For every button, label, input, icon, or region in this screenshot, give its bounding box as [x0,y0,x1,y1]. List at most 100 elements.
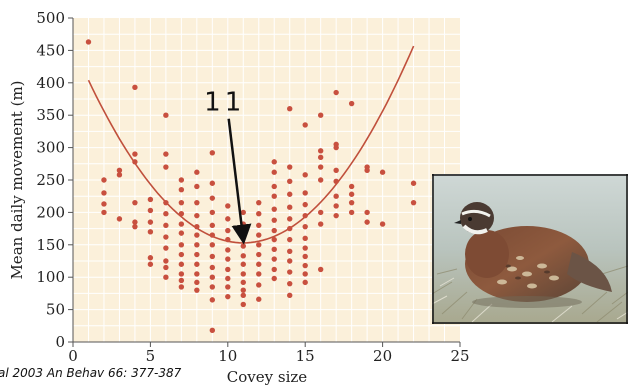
data-point [101,209,107,216]
data-point [348,183,355,190]
data-point [194,251,200,258]
data-point [302,253,308,260]
data-point [116,172,123,178]
data-point [271,206,277,212]
data-point [302,172,308,178]
data-point [147,196,154,203]
data-point [348,209,355,216]
x-tick-label: 10 [218,347,237,365]
data-point [333,203,339,209]
citation-text: al 2003 An Behav 66: 377-387 [0,366,182,380]
data-point [333,212,339,219]
data-point [163,245,169,251]
annotation-label: 11 [204,88,245,118]
data-point [194,169,200,175]
y-tick-label: 250 [36,171,65,189]
data-point [101,190,107,196]
data-point [410,199,417,206]
data-point [317,148,324,154]
data-point [240,271,246,277]
data-point [256,251,262,258]
data-point [317,177,324,183]
data-point [302,122,308,128]
data-point [132,219,138,225]
data-point [240,292,246,299]
data-point [163,199,169,206]
y-tick-label: 100 [36,268,65,286]
x-tick-label: 0 [68,347,78,365]
data-point [271,236,277,243]
data-point [163,151,169,157]
y-tick-label: 50 [46,301,65,319]
data-point [178,187,185,193]
data-point [302,235,308,242]
data-point [302,212,308,219]
data-point [256,282,262,288]
y-tick-label: 200 [36,203,65,221]
data-point [209,222,216,229]
data-point [225,216,231,222]
data-point [271,193,277,199]
data-point [302,201,308,208]
data-point [163,258,169,264]
data-point [225,247,231,253]
data-point [194,271,200,277]
y-tick-label: 300 [36,139,65,157]
data-point [240,243,246,249]
data-point [178,230,185,236]
data-point [178,210,185,217]
data-point [410,180,417,186]
data-point [271,169,277,175]
data-point [256,210,262,217]
data-point [163,222,169,229]
data-point [333,89,339,96]
data-point [163,210,169,217]
data-point [132,151,138,157]
data-point [348,191,355,197]
data-point [209,242,216,248]
data-point [132,223,138,230]
data-point [209,297,216,303]
x-tick-label: 25 [450,347,469,365]
data-point [209,150,216,156]
data-point [147,261,154,267]
data-point [178,221,185,227]
data-point [302,262,308,269]
data-point [194,212,200,219]
data-point [348,100,355,107]
data-point [317,164,324,170]
quail-photo [431,174,629,324]
data-point [194,199,200,206]
data-point [240,301,246,308]
data-point [287,191,293,197]
data-point [287,216,293,222]
data-point [147,219,154,225]
data-point [317,266,324,273]
data-point [317,221,324,227]
data-point [132,159,138,165]
data-point [116,167,123,173]
data-point [194,223,200,230]
data-point [116,216,123,222]
x-tick-label: 15 [296,347,315,365]
data-point [271,246,277,253]
data-point [225,227,231,234]
data-point [178,284,185,290]
x-axis-ticks: 0 5 10 15 20 25 [68,342,470,365]
data-point [209,327,216,334]
data-point [333,144,339,151]
data-point [225,275,231,282]
data-point [240,209,246,216]
data-point [333,167,339,173]
data-point [256,261,262,267]
data-point [194,232,200,238]
data-point [287,106,293,112]
annotation-arrow [227,118,252,245]
data-point [194,261,200,267]
data-point [178,271,185,277]
data-point [364,209,370,216]
data-point [379,169,386,175]
data-point [240,261,246,267]
data-points [85,39,417,334]
